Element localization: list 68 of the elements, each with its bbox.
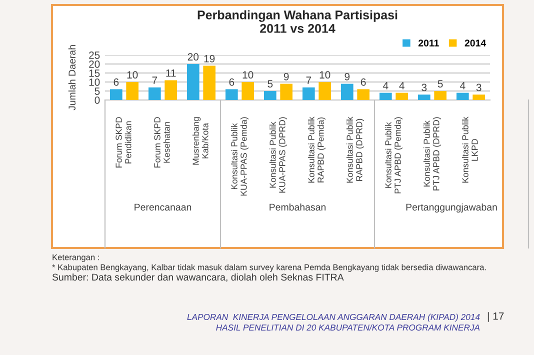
data-label: 19 (204, 54, 215, 62)
x-tick-label: Konsultasi Publik PTJ APBD (Pemda) (384, 117, 403, 194)
bar (418, 94, 430, 100)
bar (380, 92, 392, 100)
legend-label: 2014 (464, 40, 486, 46)
data-label: 10 (127, 71, 138, 79)
y-tick-label: 25 (89, 52, 100, 59)
data-label: 6 (360, 78, 366, 86)
x-tick-label: Konsultasi Publik KUA-PPAS (DPRD) (269, 117, 288, 193)
data-label: 3 (422, 84, 427, 92)
bar (396, 92, 408, 100)
bar (456, 92, 469, 100)
text: | 17 (488, 312, 504, 322)
bar (318, 82, 331, 100)
x-tick-label: Konsultasi Publik LKPD (462, 116, 478, 183)
bar (434, 91, 446, 100)
x-tick-label: Forum SKPD Pendidikan (116, 117, 132, 168)
y-tick-label: 20 (89, 60, 100, 68)
data-label: 20 (188, 53, 199, 61)
bar (110, 89, 122, 100)
x-tick-label: Musrenbang Kab/Kota (192, 117, 208, 165)
bar (357, 89, 370, 100)
bar (148, 87, 161, 100)
bar (242, 82, 254, 100)
x-tick-label: Konsultasi Publik KUA-PPAS (Pemda) (230, 117, 249, 196)
legend-label: 2011 (418, 40, 439, 46)
bar (341, 84, 354, 100)
x-tick-label: Konsultasi Publik RAPBD (Pemda) (308, 116, 326, 183)
data-label: 5 (438, 80, 443, 88)
data-label: 4 (399, 82, 404, 90)
text: Pembahasan (270, 203, 326, 211)
text: Keterangan : (52, 254, 99, 262)
bar (472, 94, 485, 100)
data-label: 10 (242, 71, 254, 79)
bar (226, 89, 238, 100)
text: * Kabupaten Bengkayang, Kalbar tidak masuk dalam survey karena Pemda Bengkayang tidak bersedia diwawancara. (52, 264, 486, 272)
y-tick-label: 15 (89, 70, 100, 77)
bar (302, 87, 315, 100)
bar (187, 64, 200, 100)
data-label: 10 (320, 71, 330, 79)
y-tick-label: 10 (89, 78, 100, 86)
bar (126, 82, 138, 100)
x-tick-label: Forum SKPD Kesehatan (154, 117, 170, 168)
data-label: 5 (268, 80, 273, 88)
bar (264, 91, 276, 100)
data-label: 3 (476, 84, 482, 92)
data-label: 7 (306, 76, 312, 84)
text: LAPORAN KINERJA PENGELOLAAN ANGGARAN DAERAH (KIPAD) 2014 HASIL PENELITIAN DI 20 KABUPATEN/KOTA PROGRAM KINERJA (187, 314, 480, 331)
data-label: 4 (383, 82, 388, 90)
bar (164, 80, 177, 100)
data-label: 4 (460, 82, 466, 90)
data-label: 6 (229, 78, 234, 86)
y-tick-label: 0 (94, 96, 100, 104)
chart-title: Perbandingan Wahana Partisipasi 2011 vs 2014 (198, 10, 398, 33)
text: Sumber: Data sekunder dan wawancara, diolah oleh Seknas FITRA (52, 273, 344, 282)
bar (203, 66, 216, 100)
y-axis-title: Jumlah Daerah (68, 45, 76, 110)
data-label: 11 (166, 69, 176, 77)
x-tick-label: Konsultasi Publik RAPBD (DPRD) (346, 116, 364, 183)
data-label: 9 (284, 72, 289, 80)
bar (280, 84, 292, 100)
data-label: 7 (152, 76, 158, 84)
data-label: 6 (114, 78, 119, 86)
y-tick-label: 5 (94, 88, 100, 95)
data-label: 9 (344, 72, 350, 80)
x-tick-label: Konsultasi Publik PTJ APBD (DPRD) (423, 117, 442, 190)
text: Perencanaan (134, 204, 192, 211)
text: Pertanggungjawaban (406, 203, 497, 213)
